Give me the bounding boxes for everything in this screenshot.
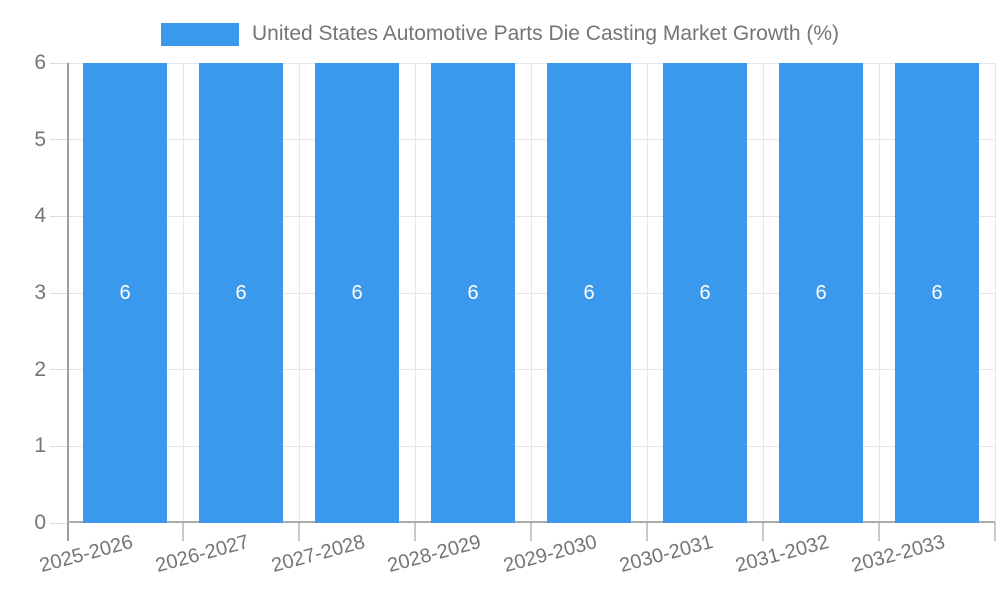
bar-value-label: 6 [467, 282, 479, 304]
x-tick-label: 2027-2028 [269, 531, 368, 578]
gridline-vertical [298, 63, 300, 523]
gridline-vertical [878, 63, 880, 523]
bar[interactable]: 6 [315, 63, 399, 523]
y-axis-tick [50, 62, 67, 64]
gridline-vertical [182, 63, 184, 523]
bar-value-label: 6 [583, 282, 595, 304]
x-tick-label: 2032-2033 [849, 531, 948, 578]
x-tick-label: 2030-2031 [617, 531, 716, 578]
gridline-vertical [414, 63, 416, 523]
y-axis-tick [50, 522, 67, 524]
gridline-vertical [762, 63, 764, 523]
x-axis-tick [878, 523, 880, 541]
y-tick-label: 3 [34, 281, 46, 304]
x-axis-tick [298, 523, 300, 541]
y-tick-label: 2 [34, 357, 46, 381]
bar-value-label: 6 [815, 282, 827, 304]
bar[interactable]: 6 [431, 63, 515, 523]
gridline-vertical [530, 63, 532, 523]
y-axis-tick [50, 139, 67, 141]
bar[interactable]: 6 [547, 63, 631, 523]
gridline-vertical [646, 63, 648, 523]
x-axis-line [67, 521, 995, 523]
y-tick-label: 6 [34, 51, 46, 74]
bar-value-label: 6 [699, 282, 711, 304]
gridline-vertical [994, 63, 996, 523]
x-tick-label: 2025-2026 [37, 531, 136, 578]
bar[interactable]: 6 [663, 63, 747, 523]
bar[interactable]: 6 [779, 63, 863, 523]
bar[interactable]: 6 [895, 63, 979, 523]
y-axis-tick [50, 369, 67, 371]
y-axis-line [67, 63, 69, 541]
bar[interactable]: 6 [83, 63, 167, 523]
bar[interactable]: 6 [199, 63, 283, 523]
bar-value-label: 6 [235, 282, 247, 304]
bar-value-label: 6 [351, 282, 363, 304]
x-axis-tick [762, 523, 764, 541]
x-tick-label: 2026-2027 [153, 531, 252, 578]
x-axis-tick [530, 523, 532, 541]
y-axis-labels: 0 1 2 3 4 5 6 [0, 51, 48, 534]
y-axis-tick [50, 445, 67, 447]
y-tick-label: 4 [34, 204, 46, 228]
y-tick-label: 5 [34, 127, 46, 151]
bar-value-label: 6 [931, 282, 943, 304]
legend-label: United States Automotive Parts Die Casti… [251, 22, 840, 45]
y-tick-label: 0 [34, 511, 46, 534]
legend[interactable]: United States Automotive Parts Die Casti… [0, 20, 1000, 48]
x-axis-tick [646, 523, 648, 541]
bar-value-label: 6 [119, 282, 131, 304]
x-tick-label: 2031-2032 [733, 531, 832, 578]
x-tick-label: 2028-2029 [385, 531, 484, 578]
x-axis-tick [994, 523, 996, 541]
x-axis-tick [414, 523, 416, 541]
x-axis-tick [182, 523, 184, 541]
plot-area: 6 6 6 6 6 6 6 6 [50, 62, 996, 541]
y-axis-tick [50, 215, 67, 217]
y-axis-tick [50, 292, 67, 294]
y-tick-label: 1 [34, 434, 46, 458]
x-tick-label: 2029-2030 [501, 531, 600, 578]
legend-swatch [160, 22, 239, 46]
